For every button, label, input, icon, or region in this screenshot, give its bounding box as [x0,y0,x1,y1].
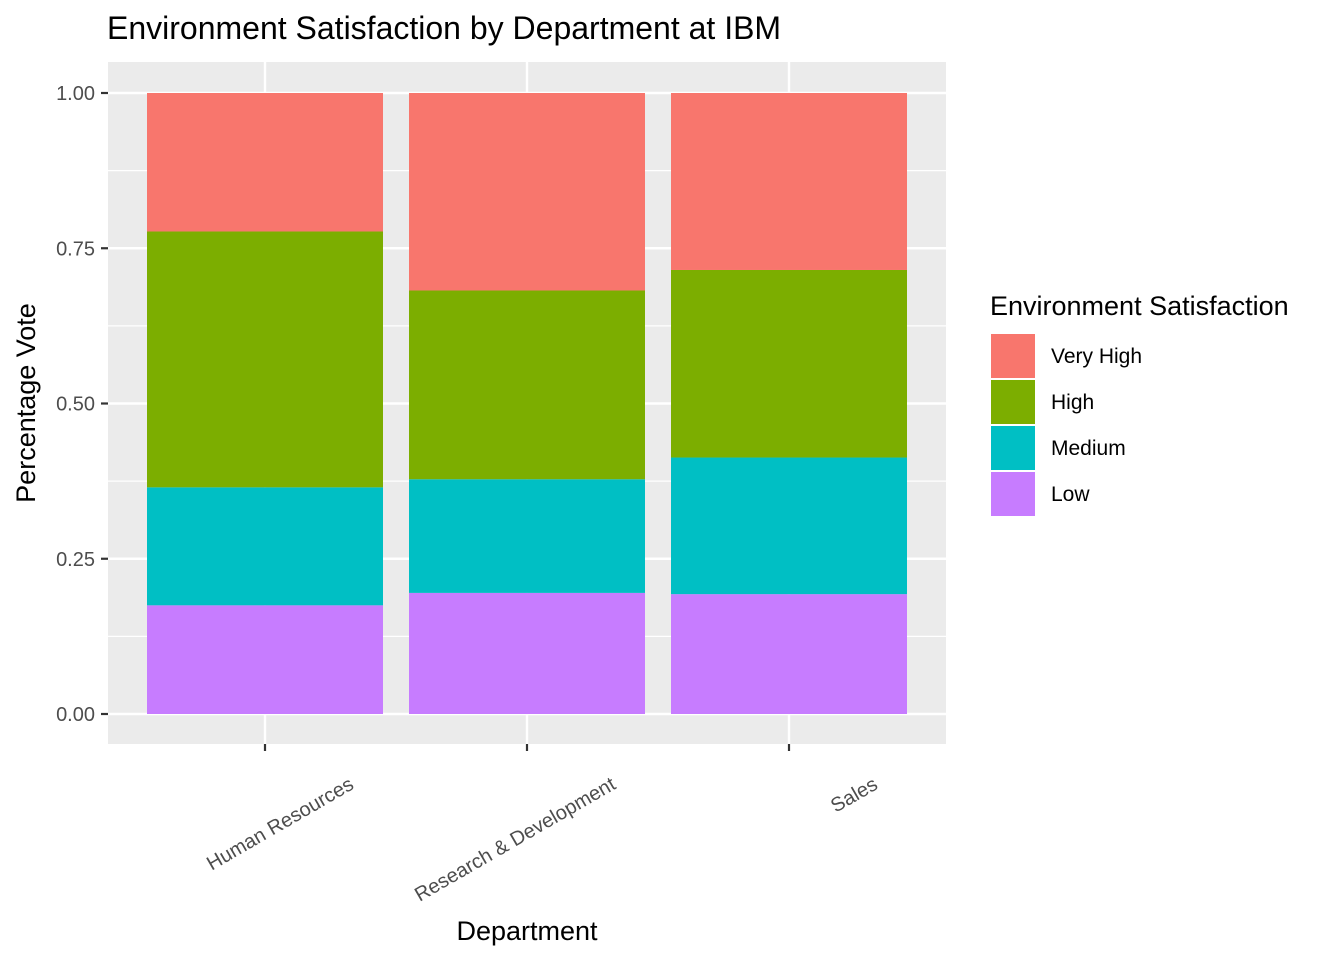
chart-title: Environment Satisfaction by Department a… [107,10,781,46]
y-axis: 0.00 0.25 0.50 0.75 1.00 [56,83,108,726]
legend-title: Environment Satisfaction [990,291,1289,321]
bar-segment-high [671,269,907,458]
bar-segment-high [147,231,383,488]
legend-label: Very High [1051,345,1142,368]
legend-key-low [989,470,1037,518]
bars [147,93,907,714]
bar-segment-low [409,592,645,714]
y-axis-title: Percentage Vote [11,303,41,503]
bar-segment-low [147,605,383,714]
bar-segment-medium [409,479,645,593]
legend: Environment Satisfaction Very High High Me… [989,291,1289,518]
legend-items: Very High High Medium Low [989,332,1142,518]
legend-label: Low [1051,483,1090,506]
legend-key-high [989,378,1037,426]
bar-segment-high [409,290,645,480]
legend-key-very-high [989,332,1037,380]
x-tick-label: Human Resources [203,773,357,875]
legend-label: Medium [1051,437,1126,460]
y-tick-label: 1.00 [56,83,95,105]
bar-segment-medium [671,457,907,595]
y-tick-label: 0.50 [56,394,95,416]
x-axis: Human Resources Research & Development Sal… [203,744,882,906]
bar-segment-low [671,594,907,714]
y-tick-label: 0.00 [56,704,95,726]
bar-segment-very-high [147,93,383,232]
bar-segment-medium [147,487,383,606]
x-tick-label: Research & Development [411,773,620,906]
bar-segment-very-high [409,93,645,291]
legend-label: High [1051,391,1094,414]
bar-segment-very-high [671,93,907,270]
legend-key-medium [989,424,1037,472]
x-tick-label: Sales [827,773,881,817]
y-tick-label: 0.75 [56,238,95,260]
x-axis-title: Department [456,916,598,946]
y-tick-label: 0.25 [56,549,95,571]
